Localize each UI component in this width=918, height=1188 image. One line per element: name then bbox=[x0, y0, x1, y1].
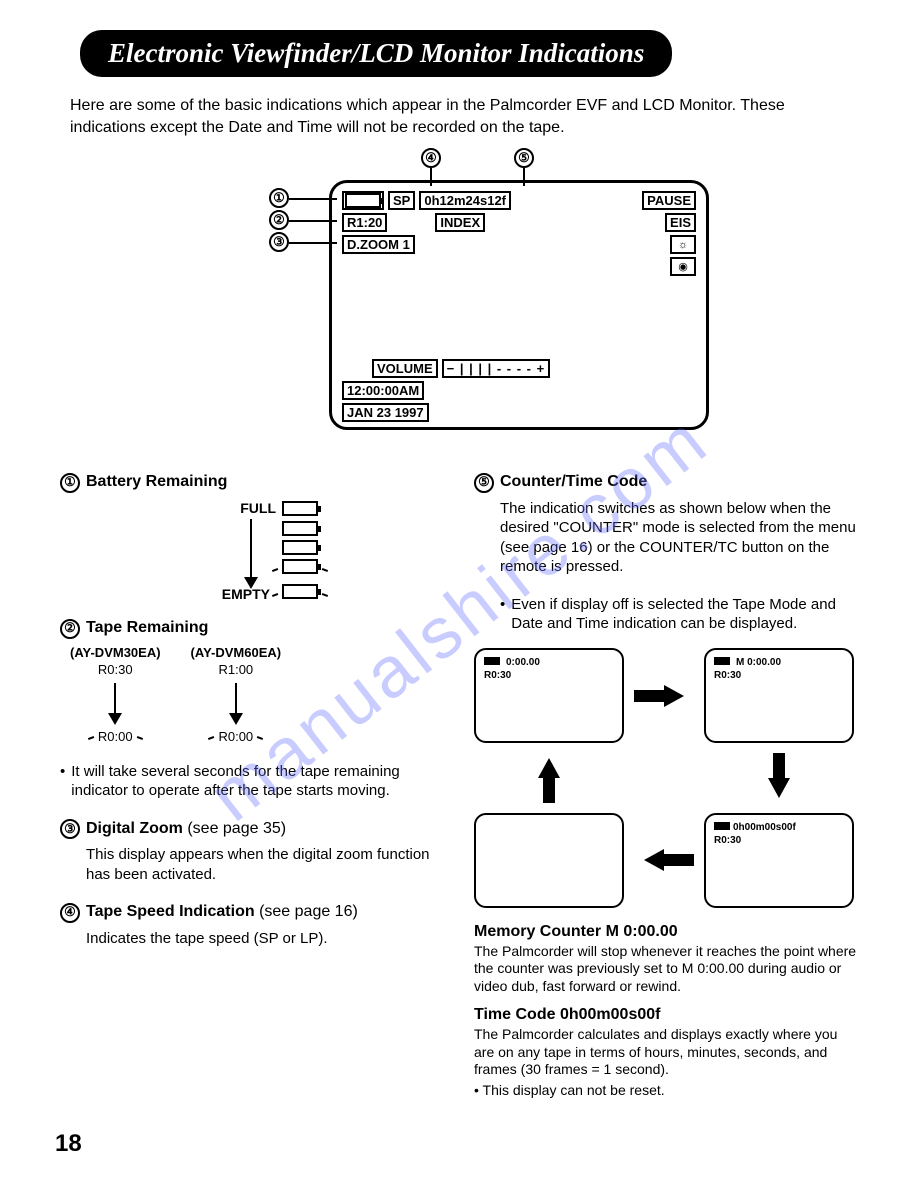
lcd-index: INDEX bbox=[435, 213, 485, 232]
num-3: ③ bbox=[60, 819, 80, 839]
section-5-title: Counter/Time Code bbox=[500, 472, 647, 493]
lcd-diagram: ④ ⑤ ① ② ③ SP 0h12m24s12f PAUSE R1:20 IND… bbox=[159, 152, 759, 442]
screen-3: 0h00m00s00f R0:30 bbox=[704, 813, 854, 908]
num-4: ④ bbox=[60, 903, 80, 923]
page-number: 18 bbox=[55, 1130, 82, 1158]
lcd-remain: R1:20 bbox=[342, 213, 387, 232]
r100: R1:00 bbox=[191, 662, 282, 679]
callout-5-top: ⑤ bbox=[514, 148, 534, 168]
section-4-body: Indicates the tape speed (SP or LP). bbox=[86, 929, 444, 949]
lcd-time: 12:00:00AM bbox=[342, 381, 424, 400]
callout-1: ① bbox=[269, 188, 289, 208]
timecode-body: The Palmcorder calculates and displays e… bbox=[474, 1026, 858, 1079]
section-3-ref: (see page 35) bbox=[183, 820, 286, 837]
lcd-screen: SP 0h12m24s12f PAUSE R1:20 INDEX EIS D.Z… bbox=[329, 180, 709, 430]
full-label: FULL bbox=[216, 499, 276, 517]
lcd-eis: EIS bbox=[665, 213, 696, 232]
section-5-bullet: Even if display off is selected the Tape… bbox=[500, 595, 858, 634]
battery-ladder: FULL EMPTY bbox=[90, 499, 444, 604]
lcd-date: JAN 23 1997 bbox=[342, 403, 429, 422]
callout-2: ② bbox=[269, 210, 289, 230]
model-b: (AY-DVM60EA) bbox=[191, 645, 282, 662]
timecode-title: Time Code 0h00m00s00f bbox=[474, 1005, 858, 1026]
section-4-title: Tape Speed Indication bbox=[86, 903, 255, 920]
light-icon: ☼ bbox=[670, 235, 696, 254]
r030: R0:30 bbox=[70, 662, 161, 679]
counter-diagram: 0:00.00 R0:30 M 0:00.00 R0:30 0h00m00s00… bbox=[474, 648, 854, 908]
memory-counter-body: The Palmcorder will stop whenever it rea… bbox=[474, 943, 858, 996]
screen-2: M 0:00.00 R0:30 bbox=[704, 648, 854, 743]
timecode-bullet: • This display can not be reset. bbox=[474, 1081, 858, 1099]
lcd-volume-label: VOLUME bbox=[372, 359, 438, 378]
right-column: ⑤ Counter/Time Code The indication switc… bbox=[474, 472, 858, 1099]
section-5-body: The indication switches as shown below w… bbox=[500, 499, 858, 577]
section-1-title: Battery Remaining bbox=[86, 472, 227, 493]
screen-1: 0:00.00 R0:30 bbox=[474, 648, 624, 743]
section-4-ref: (see page 16) bbox=[255, 903, 358, 920]
empty-label: EMPTY bbox=[210, 585, 270, 603]
section-3-body: This display appears when the digital zo… bbox=[86, 845, 444, 884]
section-1-head: ① Battery Remaining bbox=[60, 472, 444, 493]
battery-icon bbox=[345, 193, 381, 208]
screen-4 bbox=[474, 813, 624, 908]
page-title: Electronic Viewfinder/LCD Monitor Indica… bbox=[80, 30, 672, 77]
lcd-zoom: D.ZOOM 1 bbox=[342, 235, 415, 254]
r000-b: R0:00 bbox=[212, 729, 259, 746]
section-2-head: ② Tape Remaining bbox=[60, 618, 444, 639]
num-5: ⑤ bbox=[474, 473, 494, 493]
lcd-timecode: 0h12m24s12f bbox=[419, 191, 511, 210]
model-a: (AY-DVM30EA) bbox=[70, 645, 161, 662]
memory-counter-title: Memory Counter M 0:00.00 bbox=[474, 922, 858, 943]
section-4-head: ④ Tape Speed Indication (see page 16) bbox=[60, 902, 444, 923]
section-2-title: Tape Remaining bbox=[86, 618, 208, 639]
section-5-head: ⑤ Counter/Time Code bbox=[474, 472, 858, 493]
tape-note: It will take several seconds for the tap… bbox=[60, 762, 444, 801]
left-column: ① Battery Remaining FULL EMPTY ② Tape Re… bbox=[60, 472, 444, 1099]
lcd-volume-bar: − | | | | - - - - + bbox=[442, 359, 551, 378]
lcd-pause: PAUSE bbox=[642, 191, 696, 210]
section-3-head: ③ Digital Zoom (see page 35) bbox=[60, 819, 444, 840]
section-3-title: Digital Zoom bbox=[86, 820, 183, 837]
num-1: ① bbox=[60, 473, 80, 493]
lcd-sp: SP bbox=[388, 191, 415, 210]
tape-diagram: (AY-DVM30EA) R0:30 R0:00 (AY-DVM60EA) R1… bbox=[70, 645, 444, 746]
intro-text: Here are some of the basic indications w… bbox=[70, 95, 848, 138]
rec-icon: ◉ bbox=[670, 257, 696, 276]
callout-3: ③ bbox=[269, 232, 289, 252]
callout-4-top: ④ bbox=[421, 148, 441, 168]
r000-a: R0:00 bbox=[92, 729, 139, 746]
num-2: ② bbox=[60, 619, 80, 639]
